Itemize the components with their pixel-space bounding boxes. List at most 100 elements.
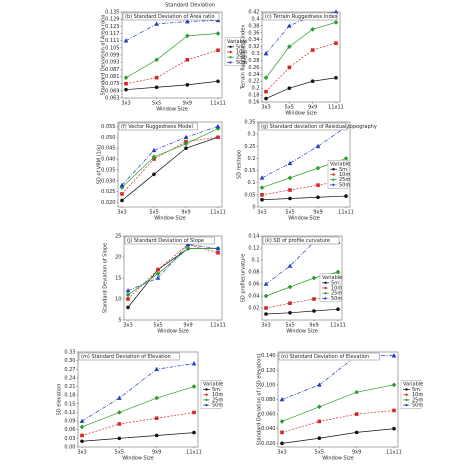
legend-swatch [205,398,208,402]
marker [280,430,284,435]
marker [264,312,268,316]
x-tick-label: 5x5 [285,105,294,111]
y-tick-label: 0.135 [105,10,119,16]
y-tick-label: 15 [115,276,121,282]
marker [263,51,269,56]
y-axis-label: SD resitopo [237,150,243,179]
panel-title: (n) Standard Deviation of Elevation [281,354,369,360]
x-tick-label: 11x11 [210,101,226,107]
x-tick-label: 3x3 [121,101,130,107]
marker [184,33,190,39]
x-tick-label: 5x5 [115,450,124,456]
x-tick-label: 9x9 [183,323,192,329]
marker [192,410,196,415]
panel: 0.02 0.04 0.06 0.08 0.1 0.12 0.14 3x3 5x5 9x9 11x1… [241,234,346,335]
y-axis-label: SD profilecurvature [241,254,247,303]
marker [354,389,360,395]
series-line [261,126,347,179]
series-line [125,49,219,85]
marker [151,147,157,153]
y-tick-label: 0.063 [105,96,119,102]
y-tick-label: 0.06 [64,427,75,433]
title-box [78,352,180,361]
series-line [125,33,219,78]
y-tick-label: 0.30 [64,358,75,364]
series-line [265,22,337,78]
legend-swatch [229,61,232,64]
x-tick-label: 11x11 [210,210,226,216]
marker [184,19,190,24]
legend-swatch [324,292,327,295]
title-box [124,236,215,245]
y-tick-label: 0.21 [64,384,75,390]
marker [316,195,320,200]
marker [123,75,129,81]
marker [117,436,122,441]
x-tick-label: 5x5 [285,323,294,329]
marker [263,281,269,286]
y-tick-label: 0.099 [105,53,119,59]
marker [354,412,359,416]
marker [316,404,322,410]
marker [312,297,316,301]
legend-swatch [205,388,208,391]
x-tick-label: 3x3 [123,323,132,329]
marker [155,275,161,280]
marker [123,38,129,43]
legend-title: Variable [203,382,223,388]
series-line [281,384,395,422]
y-tick-label: 0.16 [248,100,259,106]
y-tick-label: 0.081 [105,74,119,80]
panel: 0.160.180.20.220.240.260.280.30.320.340.… [241,9,344,117]
y-tick-label: 0.040 [101,157,115,163]
legend-swatch [229,50,232,54]
y-tick-label: 0.120 [261,368,275,374]
x-tick-label: 3x3 [77,450,86,456]
marker [119,182,125,188]
marker [263,75,269,81]
x-tick-label: 11x11 [210,323,226,329]
marker [344,194,348,198]
figure-title: Standard Deviation [165,3,215,9]
y-tick-label: 25 [115,234,121,240]
y-tick-label: 0.02 [248,306,259,312]
marker [287,263,293,268]
plot-area [121,11,223,99]
marker [260,197,264,202]
marker [287,284,293,290]
y-tick-label: 5 [118,318,121,324]
legend-label: 25m [212,397,223,403]
marker [79,424,85,430]
y-tick-label: 0.2 [248,156,256,162]
marker [155,271,161,277]
marker [215,246,221,251]
x-tick-label: 11x11 [338,210,354,216]
marker [154,21,160,26]
y-tick-label: 0.35 [244,120,255,126]
marker [264,89,268,94]
legend-swatch [405,388,408,391]
y-tick-label: 0.100 [261,382,275,388]
series-line [261,195,347,201]
y-tick-label: 0.25 [244,144,255,150]
marker [312,309,316,313]
series-line [265,308,339,315]
x-tick-label: 9x9 [352,450,361,456]
y-tick-label: 0.1 [248,180,256,186]
y-tick-label: 0.12 [64,410,75,416]
marker [80,433,84,438]
panel-title: (m) Standard Deviation of Elevation [81,354,171,360]
marker [288,196,292,201]
x-axis-label: Window Size [154,216,186,222]
marker [288,311,292,315]
y-tick-label: 0.2 [252,86,260,92]
y-tick-label: 0.020 [101,200,115,206]
y-tick-label: 0.22 [248,79,259,85]
marker [185,83,190,87]
legend-swatch [324,281,327,284]
marker [154,75,159,80]
panel-title: (k) SD of profile curvature [265,238,330,244]
y-tick-label: 0.33 [64,350,75,356]
y-axis-label: Standard Deviation of Slope [103,243,109,313]
